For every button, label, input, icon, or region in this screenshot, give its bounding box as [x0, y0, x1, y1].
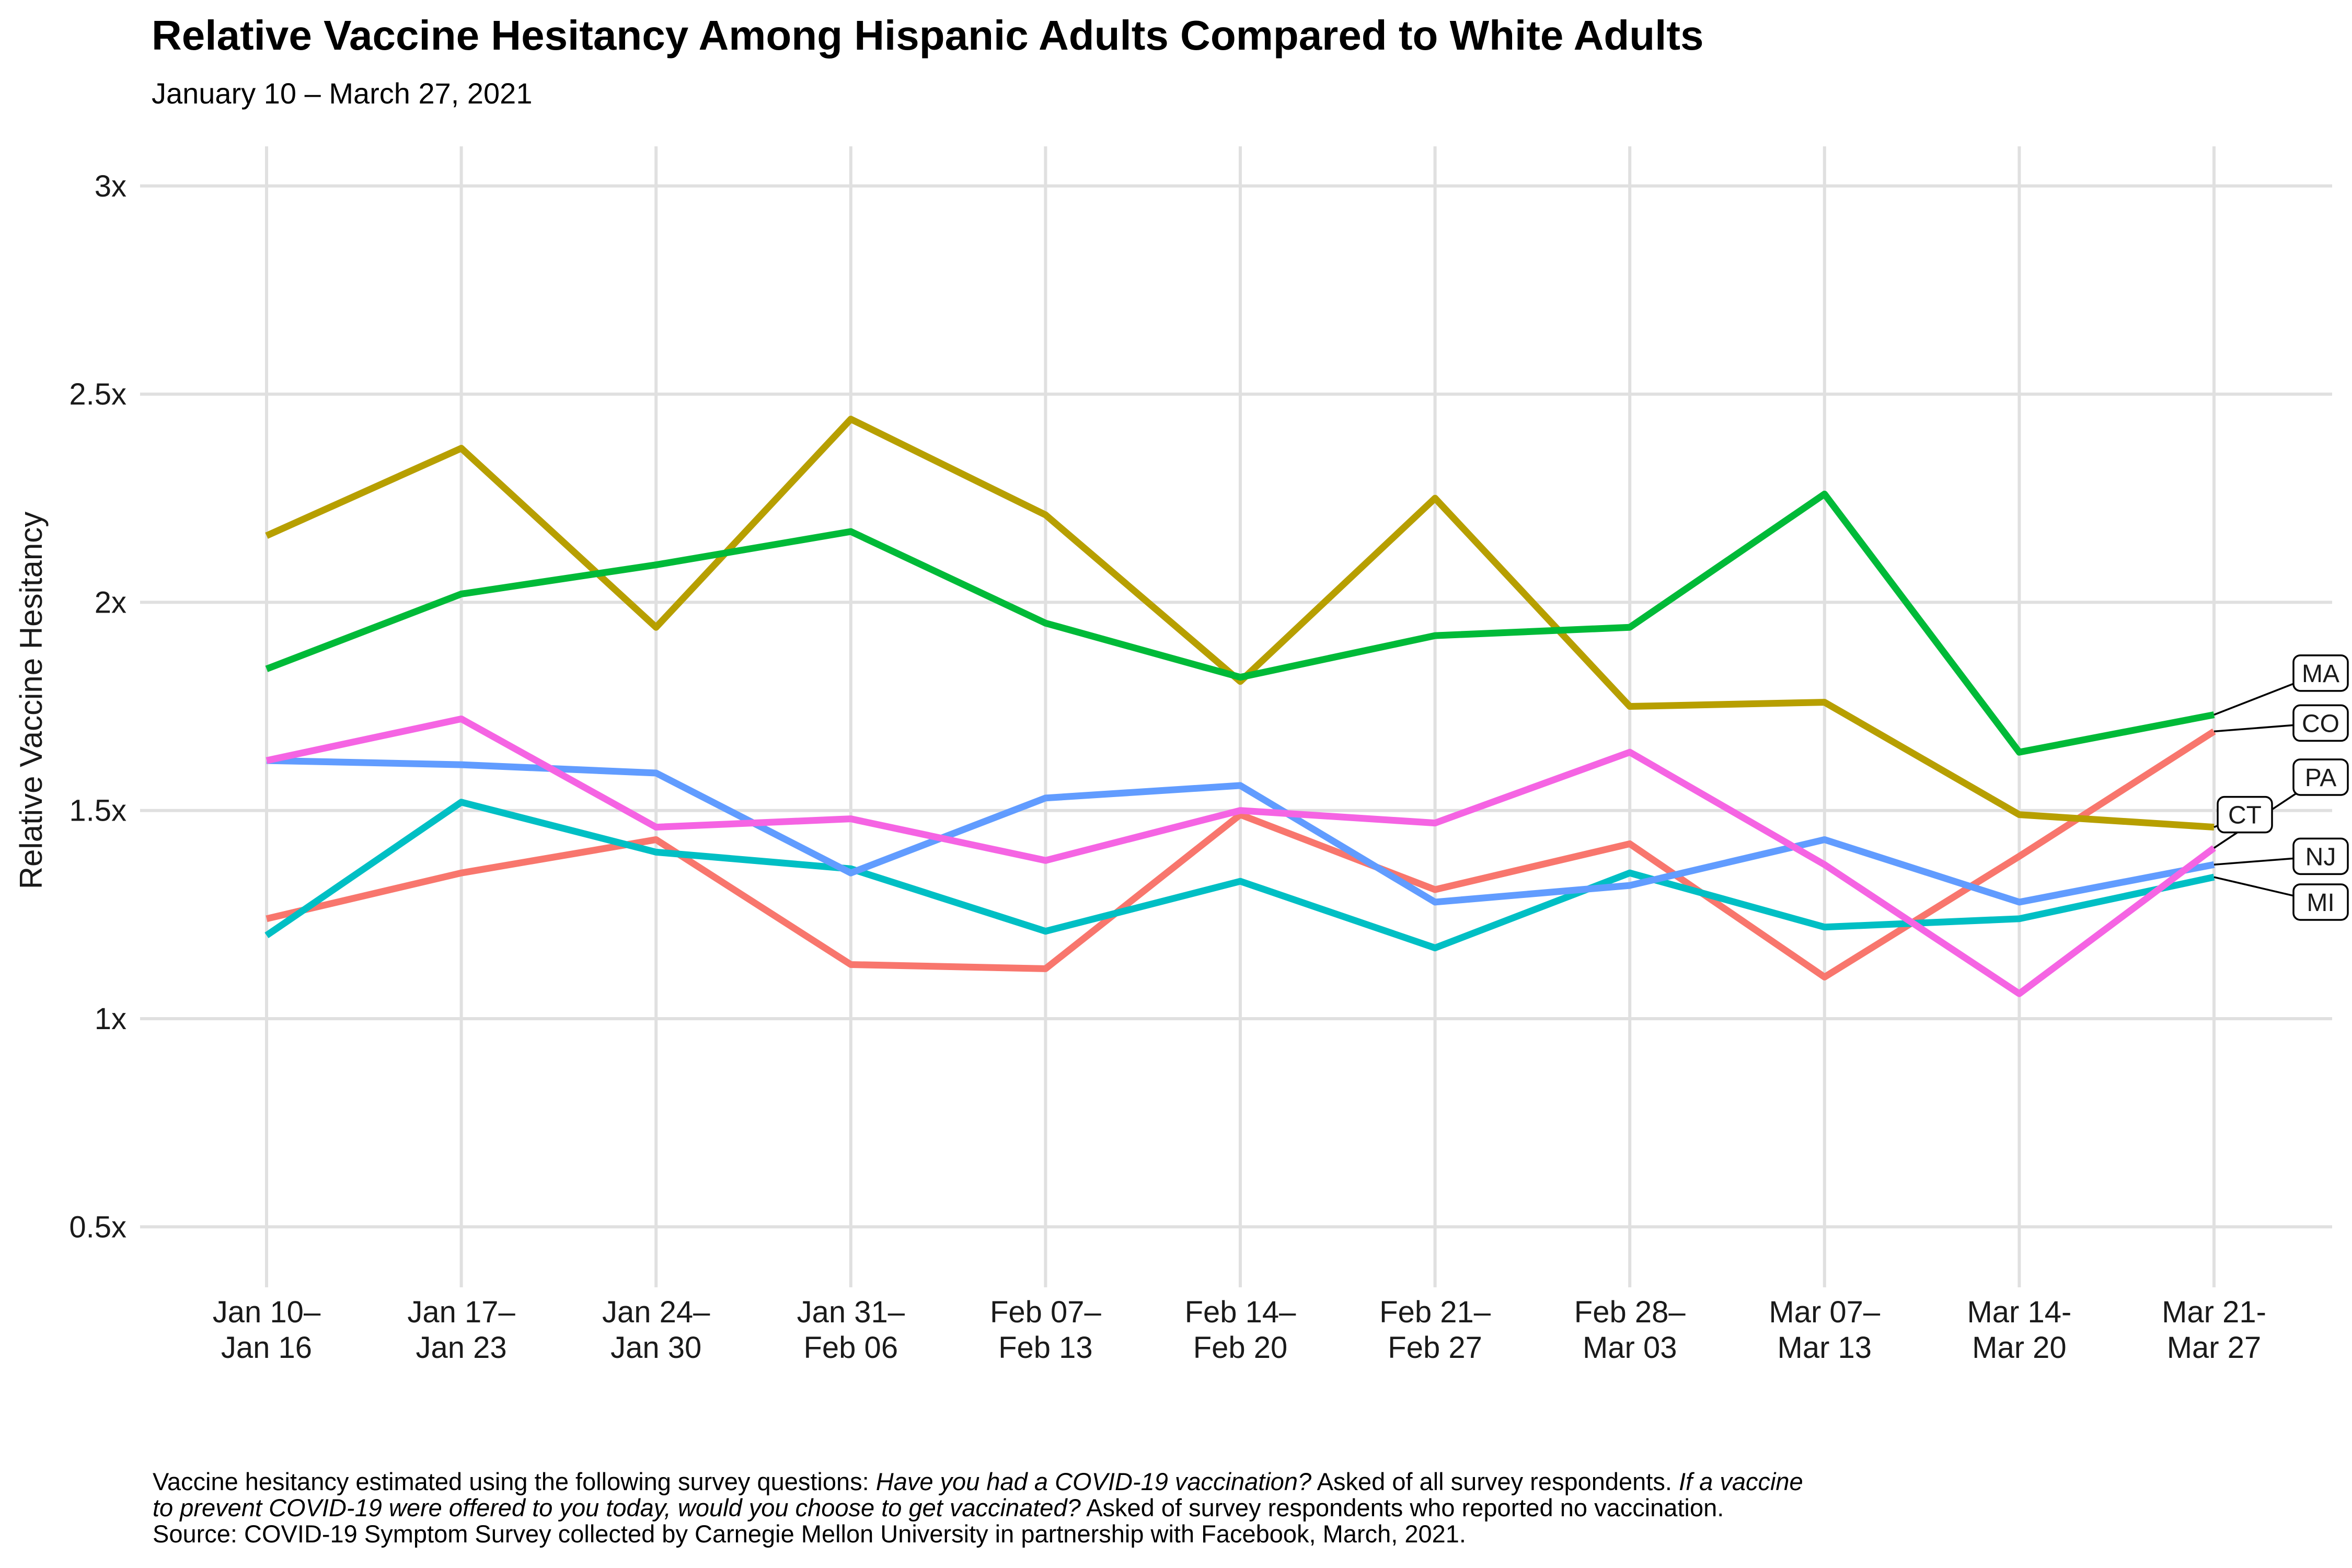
y-tick-label-3x: 3x — [95, 169, 126, 203]
y-tick-label-1x: 1x — [95, 1002, 126, 1036]
caption-line-1: Vaccine hesitancy estimated using the fo… — [153, 1468, 1803, 1495]
x-tick-label-7: Feb 28– Mar 03 — [1574, 1295, 1686, 1365]
end-label-text-CO: CO — [2302, 710, 2339, 737]
series-line-CO — [266, 728, 2216, 981]
end-label-box-MI — [2292, 883, 2349, 921]
series-line-MA — [265, 490, 2215, 756]
series-line-PA — [266, 715, 2216, 997]
caption-line-2: to prevent COVID-19 were offered to you … — [153, 1493, 1724, 1521]
chart-subtitle: January 10 – March 27, 2021 — [152, 77, 533, 110]
chart-caption: Vaccine hesitancy estimated using the fo… — [153, 1469, 1803, 1547]
series-line-NJ — [266, 757, 2215, 906]
x-tick-label-8: Mar 07– Mar 13 — [1769, 1295, 1881, 1365]
x-tick-label-9: Mar 14-Mar 20 — [1967, 1295, 2071, 1365]
y-tick-label-2x: 2x — [95, 585, 126, 619]
x-tick-label-10: Mar 21-Mar 27 — [2162, 1295, 2266, 1365]
end-label-box-MA — [2292, 654, 2349, 692]
chart-title: Relative Vaccine Hesitancy Among Hispani… — [152, 12, 1704, 59]
series-line-MI — [264, 799, 2215, 952]
x-tick-label-3: Jan 31– Feb 06 — [797, 1295, 905, 1365]
end-label-text-PA: PA — [2305, 764, 2336, 792]
y-tick-label-0.5x: 0.5x — [69, 1210, 126, 1244]
end-label-text-MI: MI — [2307, 889, 2334, 917]
end-label-box-CO — [2292, 704, 2349, 742]
end-label-box-CT — [2217, 795, 2273, 834]
series-line-CT — [265, 416, 2215, 831]
end-label-text-CT: CT — [2228, 802, 2262, 829]
y-tick-label-2.5x: 2.5x — [69, 377, 126, 411]
y-tick-label-1.5x: 1.5x — [69, 794, 126, 828]
end-label-text-NJ: NJ — [2305, 843, 2336, 871]
end-label-box-NJ — [2292, 837, 2349, 875]
end-label-text-MA: MA — [2302, 660, 2339, 688]
y-axis-title: Relative Vaccine Hesitancy — [14, 512, 49, 890]
x-tick-label-0: Jan 10– Jan 16 — [213, 1295, 321, 1365]
x-tick-label-4: Feb 07– Feb 13 — [990, 1295, 1102, 1365]
x-tick-label-5: Feb 14– Feb 20 — [1185, 1295, 1297, 1365]
x-tick-label-1: Jan 17– Jan 23 — [407, 1295, 515, 1365]
end-label-box-PA — [2292, 758, 2349, 796]
caption-line-3: Source: COVID-19 Symptom Survey collecte… — [153, 1519, 1466, 1548]
x-tick-label-6: Feb 21– Feb 27 — [1379, 1295, 1491, 1365]
x-tick-label-2: Jan 24– Jan 30 — [602, 1295, 710, 1365]
